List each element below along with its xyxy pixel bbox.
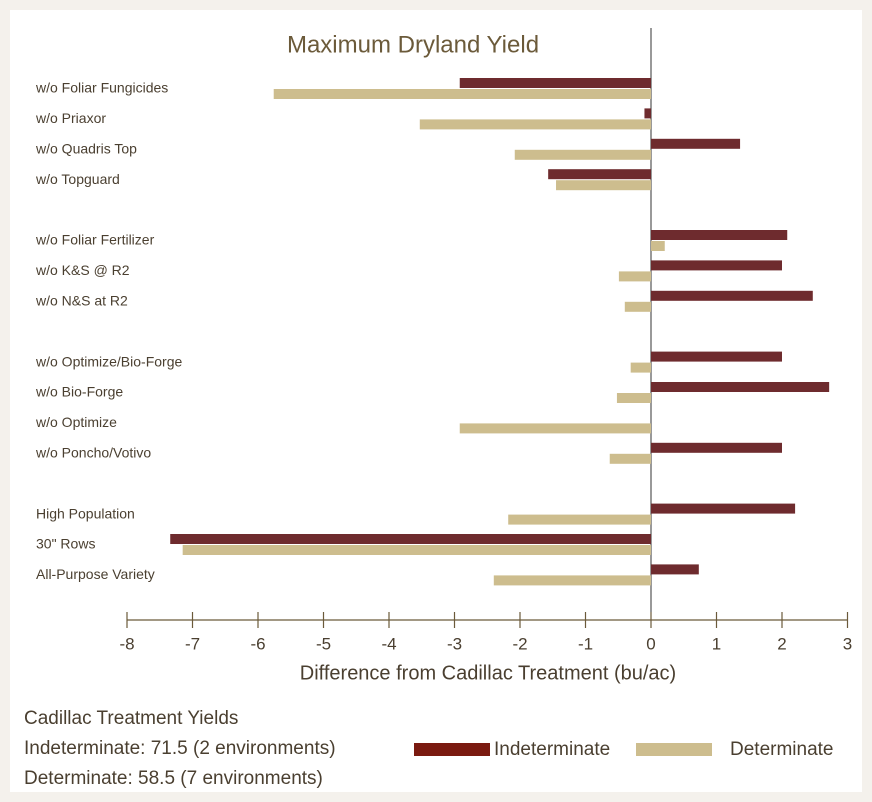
x-tick-label: -5	[316, 634, 331, 653]
bar	[644, 108, 651, 119]
bar	[273, 89, 651, 99]
bar	[182, 545, 652, 555]
y-tick-label: w/o Foliar Fungicides	[35, 80, 168, 96]
y-tick-label: All-Purpose Variety	[36, 566, 155, 582]
bar	[493, 575, 651, 586]
bar	[618, 271, 651, 282]
x-tick-label: -4	[381, 634, 396, 653]
y-tick-label: w/o Poncho/Votivo	[35, 445, 151, 461]
bar	[459, 423, 651, 434]
annotation: Indeterminate: 71.5 (2 environments)	[24, 738, 336, 759]
bar	[609, 453, 651, 464]
y-tick-label: w/o Bio-Forge	[35, 384, 123, 400]
x-tick-label: 1	[712, 634, 721, 653]
bar	[548, 169, 651, 180]
bar	[630, 362, 651, 373]
bar	[651, 564, 699, 575]
bar	[651, 442, 782, 453]
bar	[624, 301, 651, 312]
bar	[170, 534, 652, 544]
chart-title: Maximum Dryland Yield	[287, 31, 539, 58]
x-tick-label: 0	[646, 634, 655, 653]
legend-label: Determinate	[730, 739, 834, 760]
bar	[514, 149, 651, 160]
legend-swatch	[636, 743, 712, 756]
bar	[419, 119, 651, 130]
bar	[459, 78, 651, 88]
bar	[651, 290, 813, 301]
x-tick-label: -8	[119, 634, 134, 653]
legend-label: Indeterminate	[494, 739, 610, 760]
bar	[651, 351, 782, 362]
bar	[651, 138, 741, 149]
bar	[651, 260, 782, 271]
x-tick-label: -3	[447, 634, 462, 653]
y-tick-label: w/o Optimize/Bio-Forge	[35, 353, 182, 369]
bar	[651, 503, 796, 514]
bar	[616, 393, 651, 403]
y-tick-label: w/o Topguard	[35, 171, 120, 187]
bar	[651, 230, 788, 240]
y-tick-label: High Population	[36, 505, 135, 521]
x-axis-label: Difference from Cadillac Treatment (bu/a…	[300, 662, 676, 684]
x-tick-label: -7	[185, 634, 200, 653]
x-tick-label: -1	[578, 634, 593, 653]
bar	[556, 180, 651, 191]
x-tick-label: 3	[843, 634, 852, 653]
y-tick-label: w/o Priaxor	[35, 110, 106, 126]
y-tick-label: w/o N&S at R2	[35, 293, 128, 309]
y-tick-label: w/o K&S @ R2	[35, 262, 130, 278]
x-tick-label: 2	[777, 634, 786, 653]
y-tick-label: 30" Rows	[36, 536, 95, 552]
annotation: Cadillac Treatment Yields	[24, 708, 238, 729]
y-tick-label: w/o Foliar Fertilizer	[35, 232, 155, 248]
y-tick-label: w/o Optimize	[35, 414, 117, 430]
y-tick-label: w/o Quadris Top	[35, 141, 137, 157]
bar	[651, 241, 665, 251]
bar	[651, 382, 830, 392]
bar	[508, 514, 651, 525]
x-tick-label: -6	[250, 634, 265, 653]
annotation: Determinate: 58.5 (7 environments)	[24, 768, 323, 789]
x-tick-label: -2	[512, 634, 527, 653]
legend-swatch	[414, 743, 490, 756]
